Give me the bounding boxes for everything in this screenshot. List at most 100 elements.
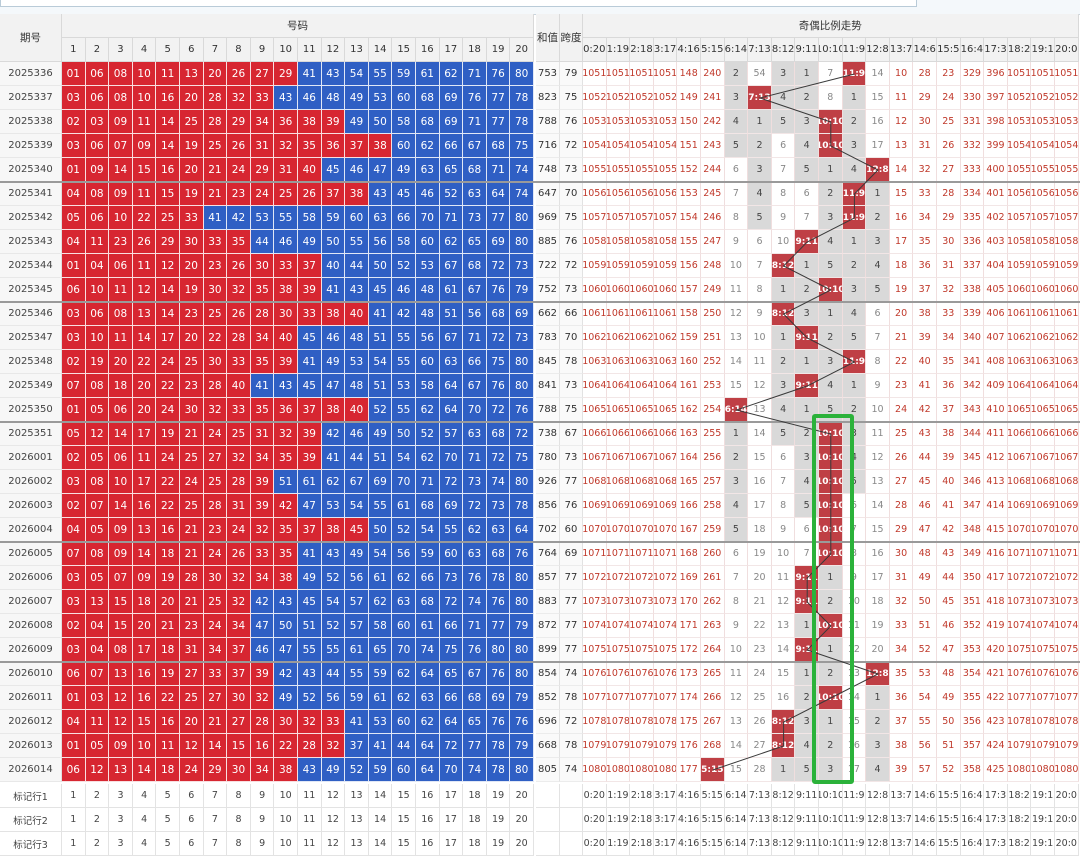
footer-ratio[interactable]: 15:5 <box>937 832 961 856</box>
footer-ratio[interactable]: 4:16 <box>677 832 701 856</box>
ratio-column-header[interactable]: 17:3 <box>984 38 1008 62</box>
footer-ratio[interactable]: 17:3 <box>984 784 1008 808</box>
ratio-column-header[interactable]: 20:0 <box>1055 38 1079 62</box>
number-column-header[interactable]: 2 <box>85 38 110 62</box>
footer-number[interactable]: 16 <box>416 832 440 856</box>
number-column-header[interactable]: 17 <box>439 38 464 62</box>
footer-ratio[interactable]: 6:14 <box>724 808 749 832</box>
footer-number[interactable]: 12 <box>321 832 346 856</box>
footer-ratio[interactable]: 11:9 <box>842 808 867 832</box>
footer-number[interactable]: 1 <box>62 832 86 856</box>
footer-ratio[interactable]: 10:10 <box>819 832 843 856</box>
number-column-header[interactable]: 15 <box>392 38 416 62</box>
footer-number[interactable]: 7 <box>203 808 228 832</box>
footer-number[interactable]: 6 <box>180 784 204 808</box>
footer-ratio[interactable]: 2:18 <box>630 808 654 832</box>
footer-ratio[interactable]: 10:10 <box>819 808 843 832</box>
number-column-header[interactable]: 10 <box>274 38 298 62</box>
footer-number[interactable]: 12 <box>321 784 346 808</box>
ratio-column-header[interactable]: 1:19 <box>606 38 631 62</box>
footer-ratio[interactable]: 12:8 <box>866 832 890 856</box>
ratio-column-header[interactable]: 5:15 <box>701 38 725 62</box>
footer-ratio[interactable]: 5:15 <box>701 784 725 808</box>
footer-number[interactable]: 10 <box>274 832 298 856</box>
footer-number[interactable]: 10 <box>274 784 298 808</box>
ratio-column-header[interactable]: 14:6 <box>913 38 937 62</box>
footer-number[interactable]: 8 <box>227 832 251 856</box>
number-column-header[interactable]: 4 <box>132 38 157 62</box>
footer-ratio[interactable]: 15:5 <box>937 784 961 808</box>
footer-number[interactable]: 13 <box>345 784 369 808</box>
footer-number[interactable]: 6 <box>180 808 204 832</box>
footer-number[interactable]: 14 <box>368 784 393 808</box>
footer-ratio[interactable]: 14:6 <box>913 784 937 808</box>
footer-number[interactable]: 7 <box>203 784 228 808</box>
footer-ratio[interactable]: 3:17 <box>653 808 678 832</box>
footer-number[interactable]: 9 <box>250 784 275 808</box>
ratio-column-header[interactable]: 10:10 <box>819 38 843 62</box>
footer-ratio[interactable]: 11:9 <box>842 832 867 856</box>
footer-ratio[interactable]: 16:4 <box>960 784 985 808</box>
footer-ratio[interactable]: 3:17 <box>653 784 678 808</box>
footer-ratio[interactable]: 7:13 <box>748 808 772 832</box>
ratio-column-header[interactable]: 19:1 <box>1031 38 1055 62</box>
footer-number[interactable]: 3 <box>109 832 133 856</box>
footer-ratio[interactable]: 14:6 <box>913 808 937 832</box>
footer-ratio[interactable]: 18:2 <box>1007 832 1032 856</box>
footer-number[interactable]: 20 <box>510 832 534 856</box>
footer-number[interactable]: 5 <box>156 784 180 808</box>
footer-number[interactable]: 9 <box>250 808 275 832</box>
number-column-header[interactable]: 20 <box>510 38 534 62</box>
footer-number[interactable]: 18 <box>463 784 487 808</box>
footer-number[interactable]: 17 <box>439 808 464 832</box>
footer-number[interactable]: 2 <box>85 784 110 808</box>
footer-number[interactable]: 19 <box>486 808 511 832</box>
footer-number[interactable]: 4 <box>132 832 157 856</box>
footer-ratio[interactable]: 3:17 <box>653 832 678 856</box>
footer-ratio[interactable]: 0:20 <box>583 808 607 832</box>
footer-ratio[interactable]: 19:1 <box>1031 832 1055 856</box>
footer-ratio[interactable]: 9:11 <box>795 808 819 832</box>
footer-number[interactable]: 18 <box>463 832 487 856</box>
footer-ratio[interactable]: 18:2 <box>1007 784 1032 808</box>
footer-number[interactable]: 1 <box>62 784 86 808</box>
footer-number[interactable]: 19 <box>486 784 511 808</box>
footer-ratio[interactable]: 1:19 <box>606 808 631 832</box>
number-column-header[interactable]: 5 <box>156 38 180 62</box>
footer-number[interactable]: 11 <box>298 808 322 832</box>
footer-ratio[interactable]: 20:0 <box>1055 832 1079 856</box>
number-column-header[interactable]: 3 <box>109 38 133 62</box>
ratio-column-header[interactable]: 6:14 <box>724 38 749 62</box>
footer-number[interactable]: 5 <box>156 808 180 832</box>
footer-ratio[interactable]: 10:10 <box>819 784 843 808</box>
footer-ratio[interactable]: 15:5 <box>937 808 961 832</box>
footer-number[interactable]: 15 <box>392 832 416 856</box>
footer-ratio[interactable]: 19:1 <box>1031 808 1055 832</box>
number-column-header[interactable]: 14 <box>368 38 393 62</box>
footer-number[interactable]: 4 <box>132 808 157 832</box>
footer-number[interactable]: 13 <box>345 808 369 832</box>
footer-ratio[interactable]: 13:7 <box>889 832 914 856</box>
footer-number[interactable]: 15 <box>392 784 416 808</box>
number-column-header[interactable]: 18 <box>463 38 487 62</box>
footer-number[interactable]: 2 <box>85 808 110 832</box>
footer-number[interactable]: 18 <box>463 808 487 832</box>
footer-number[interactable]: 16 <box>416 784 440 808</box>
footer-ratio[interactable]: 8:12 <box>771 784 796 808</box>
footer-number[interactable]: 8 <box>227 808 251 832</box>
footer-ratio[interactable]: 5:15 <box>701 832 725 856</box>
footer-ratio[interactable]: 0:20 <box>583 832 607 856</box>
footer-number[interactable]: 12 <box>321 808 346 832</box>
number-column-header[interactable]: 9 <box>250 38 275 62</box>
footer-ratio[interactable]: 2:18 <box>630 784 654 808</box>
number-column-header[interactable]: 12 <box>321 38 346 62</box>
footer-ratio[interactable]: 16:4 <box>960 832 985 856</box>
footer-ratio[interactable]: 11:9 <box>842 784 867 808</box>
footer-ratio[interactable]: 8:12 <box>771 832 796 856</box>
footer-ratio[interactable]: 12:8 <box>866 808 890 832</box>
ratio-column-header[interactable]: 16:4 <box>960 38 985 62</box>
footer-number[interactable]: 15 <box>392 808 416 832</box>
footer-number[interactable]: 7 <box>203 832 228 856</box>
ratio-column-header[interactable]: 15:5 <box>937 38 961 62</box>
footer-ratio[interactable]: 1:19 <box>606 784 631 808</box>
